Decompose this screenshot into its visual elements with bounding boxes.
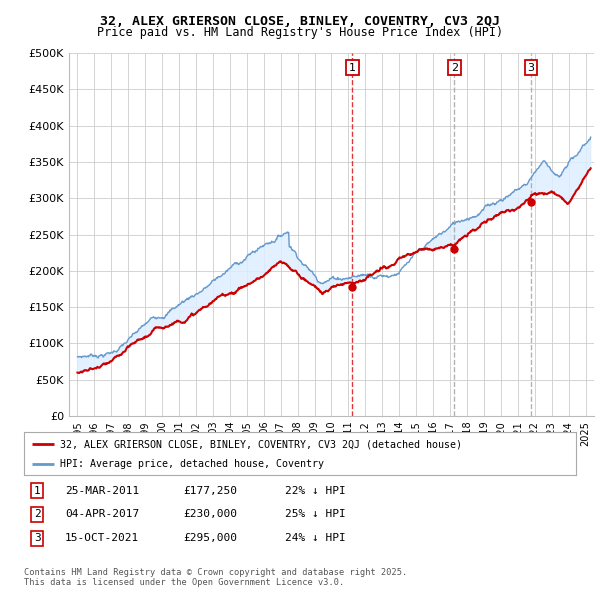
Text: Contains HM Land Registry data © Crown copyright and database right 2025.
This d: Contains HM Land Registry data © Crown c… <box>24 568 407 587</box>
Text: 04-APR-2017: 04-APR-2017 <box>65 510 139 519</box>
Text: 1: 1 <box>349 63 356 73</box>
Text: Price paid vs. HM Land Registry's House Price Index (HPI): Price paid vs. HM Land Registry's House … <box>97 26 503 39</box>
Text: 2: 2 <box>451 63 458 73</box>
Text: 32, ALEX GRIERSON CLOSE, BINLEY, COVENTRY, CV3 2QJ: 32, ALEX GRIERSON CLOSE, BINLEY, COVENTR… <box>100 15 500 28</box>
Text: 3: 3 <box>34 533 41 543</box>
Text: 32, ALEX GRIERSON CLOSE, BINLEY, COVENTRY, CV3 2QJ (detached house): 32, ALEX GRIERSON CLOSE, BINLEY, COVENTR… <box>60 440 462 450</box>
Text: 3: 3 <box>527 63 535 73</box>
Text: 24% ↓ HPI: 24% ↓ HPI <box>285 533 346 543</box>
Text: 2: 2 <box>34 510 41 519</box>
Text: 22% ↓ HPI: 22% ↓ HPI <box>285 486 346 496</box>
Text: 25-MAR-2011: 25-MAR-2011 <box>65 486 139 496</box>
Text: 15-OCT-2021: 15-OCT-2021 <box>65 533 139 543</box>
Text: HPI: Average price, detached house, Coventry: HPI: Average price, detached house, Cove… <box>60 460 324 469</box>
Text: 25% ↓ HPI: 25% ↓ HPI <box>285 510 346 519</box>
Text: £177,250: £177,250 <box>183 486 237 496</box>
Text: £230,000: £230,000 <box>183 510 237 519</box>
Text: 1: 1 <box>34 486 41 496</box>
Text: £295,000: £295,000 <box>183 533 237 543</box>
